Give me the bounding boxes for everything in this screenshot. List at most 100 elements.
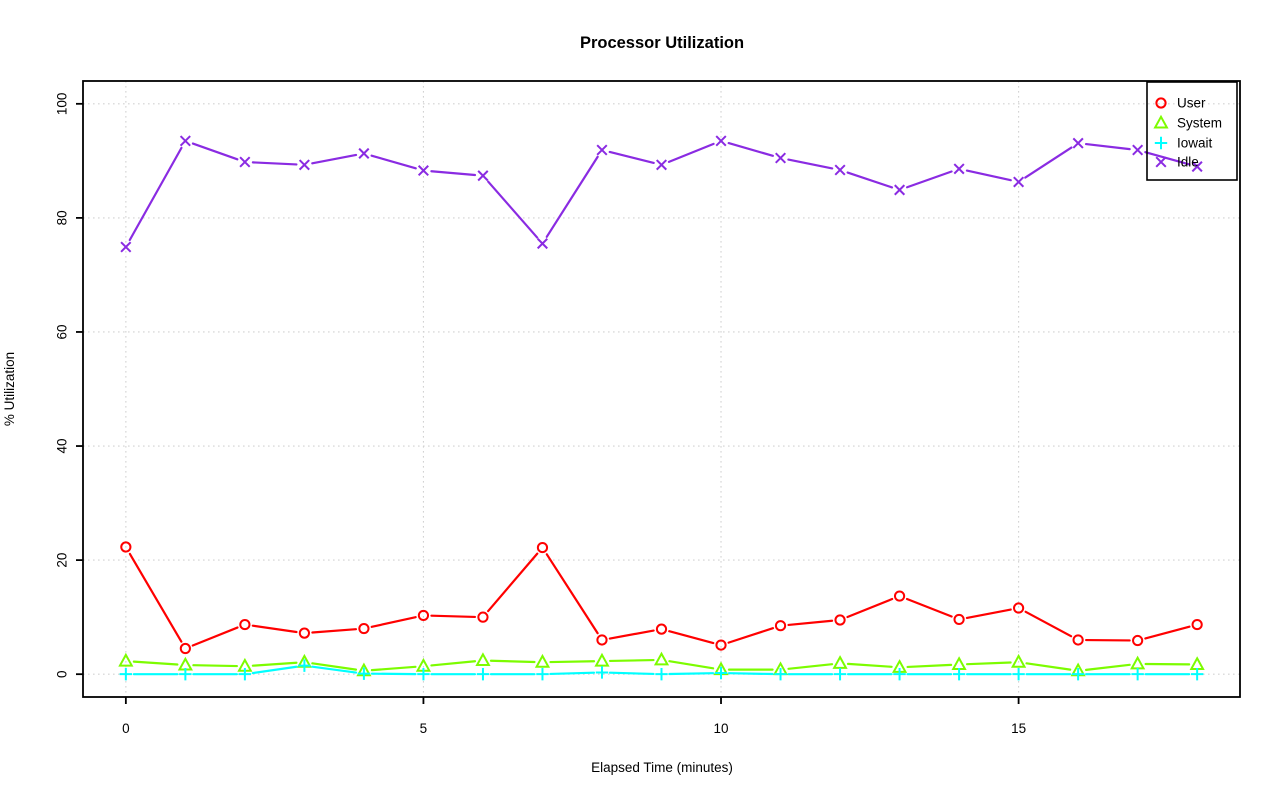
legend-label-iowait: Iowait <box>1177 136 1213 151</box>
y-tick-label: 80 <box>55 210 70 225</box>
plot-border <box>82 80 1241 698</box>
idle-data-point <box>477 170 489 182</box>
idle-data-point <box>179 135 191 147</box>
idle-line-segment <box>191 142 239 161</box>
iowait-data-point <box>714 666 728 680</box>
iowait-data-point <box>179 667 192 681</box>
legend-label-system: System <box>1177 116 1222 131</box>
user-line-segment <box>846 597 894 619</box>
idle-data-point <box>715 135 727 147</box>
idle-line-segment <box>1144 151 1191 166</box>
iowait-data-point <box>476 667 490 681</box>
user-line-segment <box>608 629 655 640</box>
idle-data-point <box>894 184 906 196</box>
system-line-segment <box>1025 662 1072 671</box>
chart-title: Processor Utilization <box>580 34 744 52</box>
user-data-point <box>953 613 965 626</box>
system-line-segment <box>846 662 893 668</box>
series-user <box>120 541 1203 655</box>
idle-data-point <box>120 241 132 253</box>
system-line-segment <box>549 660 596 664</box>
iowait-data-point <box>536 667 549 681</box>
user-line-segment <box>668 630 715 645</box>
y-tick-label: 60 <box>55 324 70 339</box>
iowait-data-point <box>1071 667 1085 681</box>
y-tick-label: 100 <box>55 93 70 116</box>
idle-data-point <box>536 238 548 250</box>
user-line-segment <box>487 552 539 613</box>
idle-line-segment <box>846 171 894 189</box>
user-data-point <box>834 614 846 626</box>
iowait-data-point <box>238 667 252 681</box>
y-axis-label: % Utilization <box>2 352 17 426</box>
system-data-point <box>832 655 848 669</box>
idle-data-point <box>1072 137 1084 149</box>
idle-data-point <box>298 159 310 171</box>
system-data-point <box>475 652 491 666</box>
idle-line-segment <box>965 169 1012 182</box>
system-data-point <box>594 652 610 667</box>
idle-line-segment <box>1084 142 1131 151</box>
system-data-point <box>177 656 193 671</box>
user-data-point <box>239 618 251 631</box>
user-data-point <box>1132 634 1144 647</box>
idle-data-point <box>417 165 429 177</box>
legend-label-user: User <box>1177 96 1206 111</box>
idle-line-segment <box>487 180 539 239</box>
iowait-data-point <box>1012 667 1025 681</box>
user-data-point <box>1012 602 1025 614</box>
system-line-segment <box>430 660 477 667</box>
iowait-data-point <box>417 667 430 681</box>
iowait-data-point <box>357 667 371 680</box>
system-line-segment <box>370 665 417 672</box>
user-data-point <box>1072 634 1084 646</box>
system-line-segment <box>787 663 834 670</box>
user-line-segment <box>787 619 834 627</box>
user-line-segment <box>430 614 477 619</box>
user-line-segment <box>965 608 1012 620</box>
user-data-point <box>596 634 608 646</box>
iowait-data-point <box>655 667 668 681</box>
user-line-segment <box>251 624 298 634</box>
user-data-point <box>298 627 311 639</box>
user-line-segment <box>191 626 239 647</box>
idle-line-segment <box>667 142 715 163</box>
y-tick-label: 20 <box>55 553 70 568</box>
y-tick-label: 0 <box>55 670 70 678</box>
x-tick-label: 5 <box>420 721 428 736</box>
y-tick-label: 40 <box>55 439 70 454</box>
system-data-point <box>534 653 551 668</box>
idle-data-point <box>953 163 965 175</box>
user-data-point <box>774 620 787 632</box>
system-line-segment <box>311 662 358 671</box>
user-line-segment <box>1144 625 1191 640</box>
idle-line-segment <box>430 170 477 177</box>
user-data-point <box>1191 618 1203 631</box>
system-line-segment <box>1084 663 1131 671</box>
x-tick-label: 10 <box>714 721 729 736</box>
x-tick-label: 0 <box>122 721 130 736</box>
system-data-point <box>118 652 134 667</box>
idle-data-point <box>596 144 608 156</box>
iowait-line-segment <box>251 665 298 675</box>
iowait-data-point <box>893 667 906 681</box>
iowait-line-segment <box>549 671 596 676</box>
iowait-data-point <box>774 667 787 681</box>
idle-line-segment <box>545 155 599 238</box>
system-line-segment <box>489 659 536 664</box>
idle-line-segment <box>311 153 358 165</box>
user-data-point <box>477 611 489 623</box>
iowait-line-segment <box>311 665 358 674</box>
legend-box <box>1146 81 1238 181</box>
system-line-segment <box>965 661 1012 666</box>
idle-data-point <box>1013 176 1025 188</box>
idle-data-point <box>834 164 846 176</box>
user-data-point <box>358 622 370 635</box>
idle-data-point <box>775 152 787 164</box>
plot-generated-layer: 0 20 40 60 80 100 0 5 10 15 User System Iowait Idle <box>55 80 1241 736</box>
legend-iowait-marker <box>1154 136 1168 150</box>
x-tick-label: 15 <box>1011 721 1026 736</box>
user-data-point <box>536 541 549 554</box>
